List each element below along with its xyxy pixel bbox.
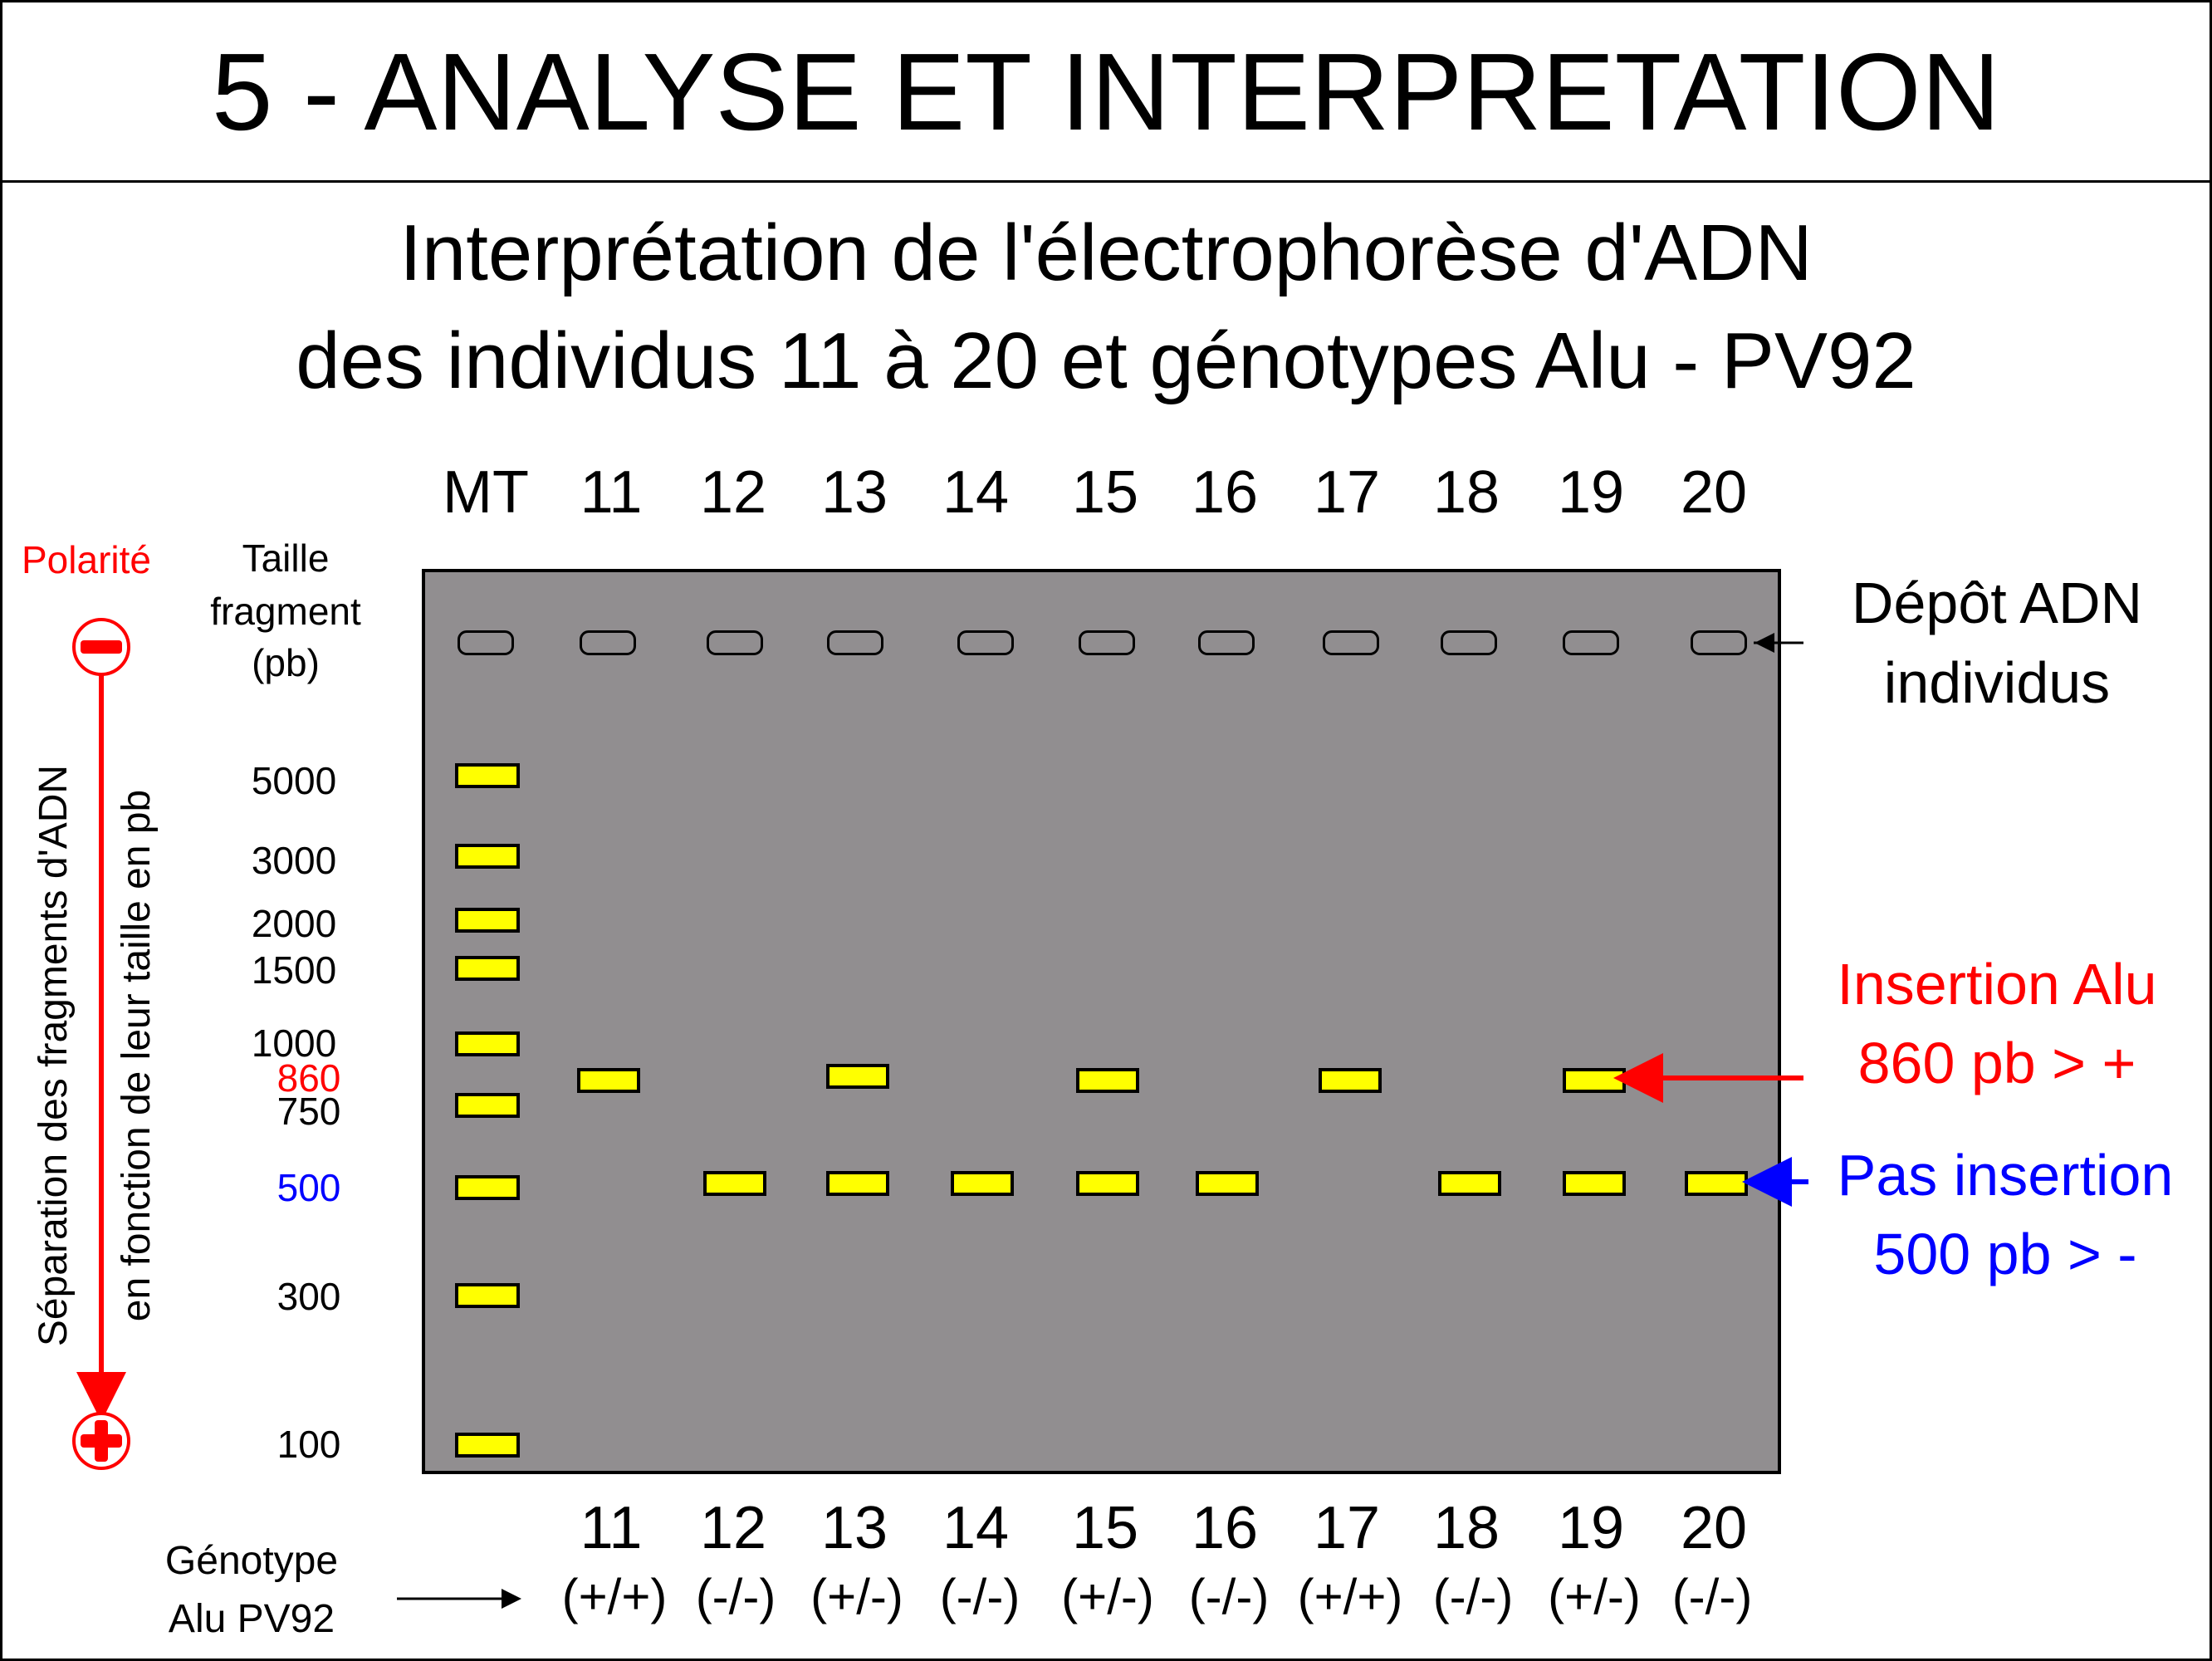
lane-label-15: 15 bbox=[1071, 459, 1139, 526]
band-15-860 bbox=[1076, 1068, 1139, 1093]
genotype-16: (-/-) bbox=[1188, 1569, 1270, 1624]
band-15-500 bbox=[1076, 1171, 1139, 1196]
subtitle-line-2: des individus 11 à 20 et génotypes Alu -… bbox=[296, 316, 1916, 405]
size-label-860: 860 bbox=[276, 1056, 341, 1100]
well-20 bbox=[1691, 630, 1747, 655]
lane-label-20: 20 bbox=[1680, 459, 1748, 526]
well-14 bbox=[957, 630, 1014, 655]
band-17-860 bbox=[1319, 1068, 1382, 1093]
polarity-label: Polarité bbox=[22, 538, 151, 581]
bottom-lane-label-11: 11 bbox=[580, 1495, 643, 1561]
minus-pole-icon bbox=[72, 618, 130, 676]
no-insertion-label-1: Pas insertion bbox=[1837, 1143, 2174, 1208]
genotype-13: (+/-) bbox=[810, 1569, 903, 1624]
genotype-11: (+/+) bbox=[561, 1569, 668, 1624]
marker-band-5000 bbox=[455, 763, 520, 788]
lane-label-12: 12 bbox=[699, 459, 767, 526]
size-label-2000: 2000 bbox=[251, 902, 337, 945]
lane-label-13: 13 bbox=[820, 459, 888, 526]
size-label-5000: 5000 bbox=[251, 759, 337, 802]
well-mt bbox=[458, 630, 514, 655]
bottom-lane-label-14: 14 bbox=[942, 1495, 1010, 1561]
marker-band-3000 bbox=[455, 844, 520, 869]
size-header-1: Taille bbox=[242, 537, 330, 580]
marker-band-100 bbox=[455, 1433, 520, 1458]
genotype-19: (+/-) bbox=[1548, 1569, 1641, 1624]
lane-label-11: 11 bbox=[580, 459, 643, 526]
genotype-17: (+/+) bbox=[1297, 1569, 1403, 1624]
marker-band-750 bbox=[455, 1093, 520, 1118]
deposit-label-1: Dépôt ADN bbox=[1851, 571, 2143, 635]
well-18 bbox=[1441, 630, 1497, 655]
band-12-500 bbox=[703, 1171, 766, 1196]
band-14-500 bbox=[951, 1171, 1014, 1196]
bottom-lane-label-17: 17 bbox=[1313, 1495, 1381, 1561]
genotype-12: (-/-) bbox=[695, 1569, 776, 1624]
title-bar: 5 - ANALYSE ET INTERPRETATION bbox=[0, 0, 2212, 183]
well-17 bbox=[1323, 630, 1379, 655]
bottom-lane-label-18: 18 bbox=[1432, 1495, 1500, 1561]
size-label-750: 750 bbox=[276, 1090, 341, 1133]
marker-band-300 bbox=[455, 1283, 520, 1308]
well-11 bbox=[580, 630, 636, 655]
band-16-500 bbox=[1196, 1171, 1259, 1196]
insertion-label-1: Insertion Alu bbox=[1837, 952, 2157, 1017]
marker-band-1500 bbox=[455, 956, 520, 981]
band-18-500 bbox=[1438, 1171, 1501, 1196]
page-title: 5 - ANALYSE ET INTERPRETATION bbox=[211, 31, 2001, 153]
bottom-lane-label-13: 13 bbox=[820, 1495, 888, 1561]
marker-band-500 bbox=[455, 1175, 520, 1200]
lane-label-16: 16 bbox=[1191, 459, 1259, 526]
bottom-lane-label-19: 19 bbox=[1557, 1495, 1625, 1561]
insertion-label-2: 860 pb > + bbox=[1857, 1031, 2136, 1095]
lane-label-19: 19 bbox=[1557, 459, 1625, 526]
genotype-20: (-/-) bbox=[1671, 1569, 1753, 1624]
genotype-14: (-/-) bbox=[939, 1569, 1020, 1624]
band-19-500 bbox=[1563, 1171, 1626, 1196]
lane-label-17: 17 bbox=[1313, 459, 1381, 526]
band-13-860 bbox=[826, 1064, 889, 1089]
marker-band-1000 bbox=[455, 1031, 520, 1056]
bottom-lane-label-12: 12 bbox=[699, 1495, 767, 1561]
bottom-lane-label-15: 15 bbox=[1071, 1495, 1139, 1561]
bottom-lane-label-20: 20 bbox=[1680, 1495, 1748, 1561]
lane-label-mt: MT bbox=[443, 459, 529, 526]
well-16 bbox=[1198, 630, 1255, 655]
well-15 bbox=[1079, 630, 1135, 655]
genotype-label-1: Génotype bbox=[164, 1539, 339, 1583]
genotype-18: (-/-) bbox=[1432, 1569, 1514, 1624]
subtitle-line-1: Interprétation de l'électrophorèse d'ADN bbox=[399, 208, 1813, 297]
band-11-860 bbox=[577, 1068, 640, 1093]
bottom-lane-label-16: 16 bbox=[1191, 1495, 1259, 1561]
size-label-1000: 1000 bbox=[251, 1022, 337, 1065]
size-label-500: 500 bbox=[276, 1166, 341, 1209]
deposit-label-2: individus bbox=[1883, 650, 2111, 715]
genotype-15: (+/-) bbox=[1061, 1569, 1154, 1624]
no-insertion-label-2: 500 pb > - bbox=[1873, 1222, 2137, 1286]
size-header-3: (pb) bbox=[252, 641, 320, 684]
size-label-1500: 1500 bbox=[251, 948, 337, 992]
size-label-3000: 3000 bbox=[251, 839, 337, 882]
lane-label-14: 14 bbox=[942, 459, 1010, 526]
band-13-500 bbox=[826, 1171, 889, 1196]
size-label-300: 300 bbox=[276, 1275, 341, 1318]
plus-pole-icon bbox=[72, 1412, 130, 1470]
marker-band-2000 bbox=[455, 908, 520, 933]
well-13 bbox=[827, 630, 883, 655]
well-12 bbox=[707, 630, 763, 655]
size-label-100: 100 bbox=[276, 1423, 341, 1466]
electrophoresis-gel bbox=[422, 569, 1781, 1474]
lane-label-18: 18 bbox=[1432, 459, 1500, 526]
genotype-label-2: Alu PV92 bbox=[168, 1597, 335, 1641]
well-19 bbox=[1563, 630, 1619, 655]
size-header-2: fragment bbox=[210, 590, 361, 633]
